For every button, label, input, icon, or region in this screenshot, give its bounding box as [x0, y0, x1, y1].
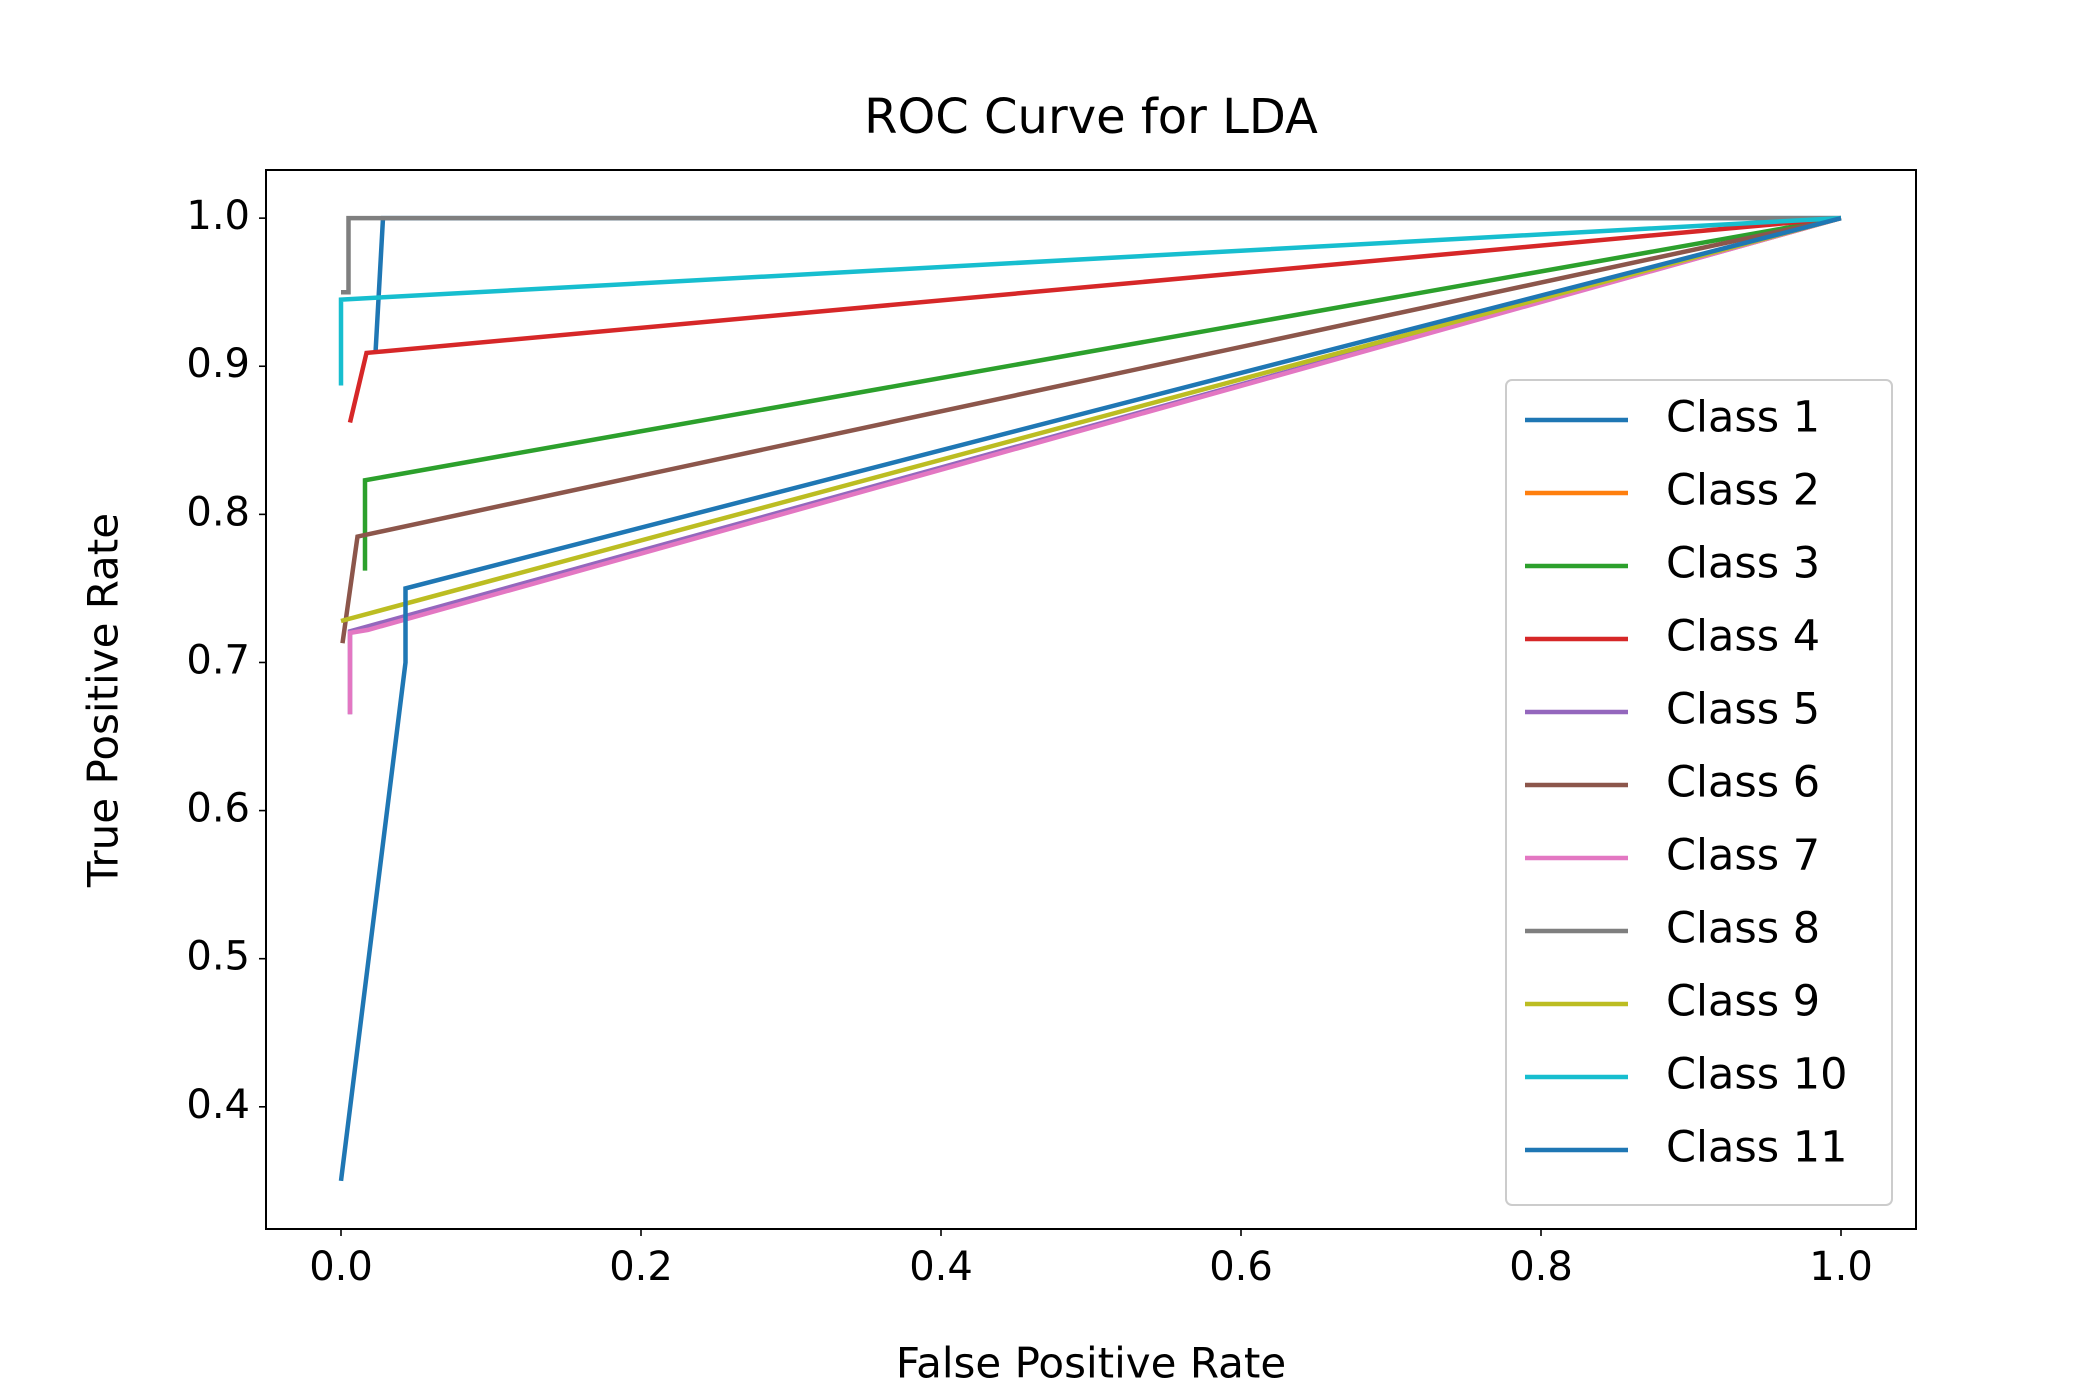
roc-line	[340, 215, 1842, 644]
legend-label: Class 10	[1666, 1050, 1848, 1100]
y-axis-label: True Positive Rate	[79, 513, 128, 888]
legend-label: Class 9	[1666, 977, 1820, 1027]
legend-label: Class 1	[1666, 393, 1820, 443]
y-tick-label: 0.5	[186, 934, 250, 980]
legend-label: Class 8	[1666, 904, 1820, 954]
chart-title: ROC Curve for LDA	[864, 89, 1318, 145]
y-tick-label: 0.9	[186, 341, 250, 387]
legend-label: Class 7	[1666, 831, 1820, 881]
roc-line	[362, 215, 1842, 571]
roc-line	[347, 215, 1842, 424]
y-tick-label: 0.8	[186, 489, 250, 535]
legend-label: Class 2	[1666, 466, 1820, 516]
x-axis-label: False Positive Rate	[896, 1339, 1286, 1388]
y-tick-label: 0.7	[186, 637, 250, 683]
x-tick-label: 0.4	[909, 1244, 973, 1290]
roc-line	[347, 215, 1842, 715]
y-tick-label: 0.4	[186, 1082, 250, 1128]
x-tick-label: 0.8	[1509, 1244, 1573, 1290]
x-tick-label: 0.0	[309, 1244, 373, 1290]
legend-label: Class 3	[1666, 539, 1820, 589]
roc-line	[338, 215, 1842, 386]
legend-box	[1505, 379, 1893, 1206]
legend-label: Class 4	[1666, 612, 1820, 662]
plot-frame	[265, 169, 1917, 1230]
legend-label: Class 11	[1666, 1123, 1848, 1173]
x-tick-label: 1.0	[1809, 1244, 1873, 1290]
legend-label: Class 6	[1666, 758, 1820, 808]
y-tick-label: 0.6	[186, 786, 250, 832]
x-tick-label: 0.2	[609, 1244, 673, 1290]
legend-label: Class 5	[1666, 685, 1820, 735]
x-tick-label: 0.6	[1209, 1244, 1273, 1290]
roc-line	[340, 215, 1842, 624]
y-tick-label: 1.0	[186, 193, 250, 239]
roc-line	[338, 215, 1842, 1182]
roc-line	[341, 215, 1841, 295]
